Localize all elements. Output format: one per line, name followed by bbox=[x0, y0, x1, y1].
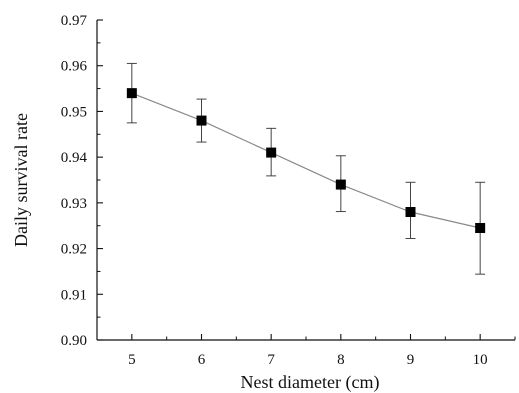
data-point-marker bbox=[405, 207, 416, 217]
data-point-marker bbox=[475, 223, 486, 233]
labels-group: Nest diameter (cm) Daily survival rate bbox=[11, 113, 379, 393]
y-tick-label: 0.91 bbox=[61, 287, 87, 303]
data-point-marker bbox=[126, 88, 137, 99]
y-tick-label: 0.97 bbox=[61, 13, 88, 29]
data-point-marker bbox=[266, 147, 277, 158]
series-group bbox=[126, 62, 486, 275]
x-tick-label: 10 bbox=[473, 352, 488, 368]
y-tick-label: 0.93 bbox=[61, 196, 87, 212]
x-axis-label: Nest diameter (cm) bbox=[241, 372, 380, 393]
series-line bbox=[131, 92, 481, 229]
x-tick-label: 9 bbox=[407, 352, 415, 368]
y-tick-label: 0.96 bbox=[61, 59, 88, 75]
data-point-marker bbox=[335, 179, 346, 190]
y-axis-label: Daily survival rate bbox=[11, 113, 31, 247]
axes-group: 0.90 0.91 0.92 0.93 0.94 0.95 0.96 0.97 5 6 7 8 9 10 bbox=[61, 13, 516, 368]
y-tick-label: 0.95 bbox=[61, 104, 87, 120]
x-tick-label: 7 bbox=[267, 352, 275, 368]
x-tick-label: 6 bbox=[198, 352, 206, 368]
x-tick-label: 5 bbox=[128, 352, 136, 368]
x-tick-label: 8 bbox=[337, 352, 345, 368]
data-point-marker bbox=[196, 115, 207, 126]
y-tick-label: 0.92 bbox=[61, 242, 87, 258]
y-tick-label: 0.90 bbox=[61, 333, 87, 349]
y-tick-label: 0.94 bbox=[61, 150, 88, 166]
